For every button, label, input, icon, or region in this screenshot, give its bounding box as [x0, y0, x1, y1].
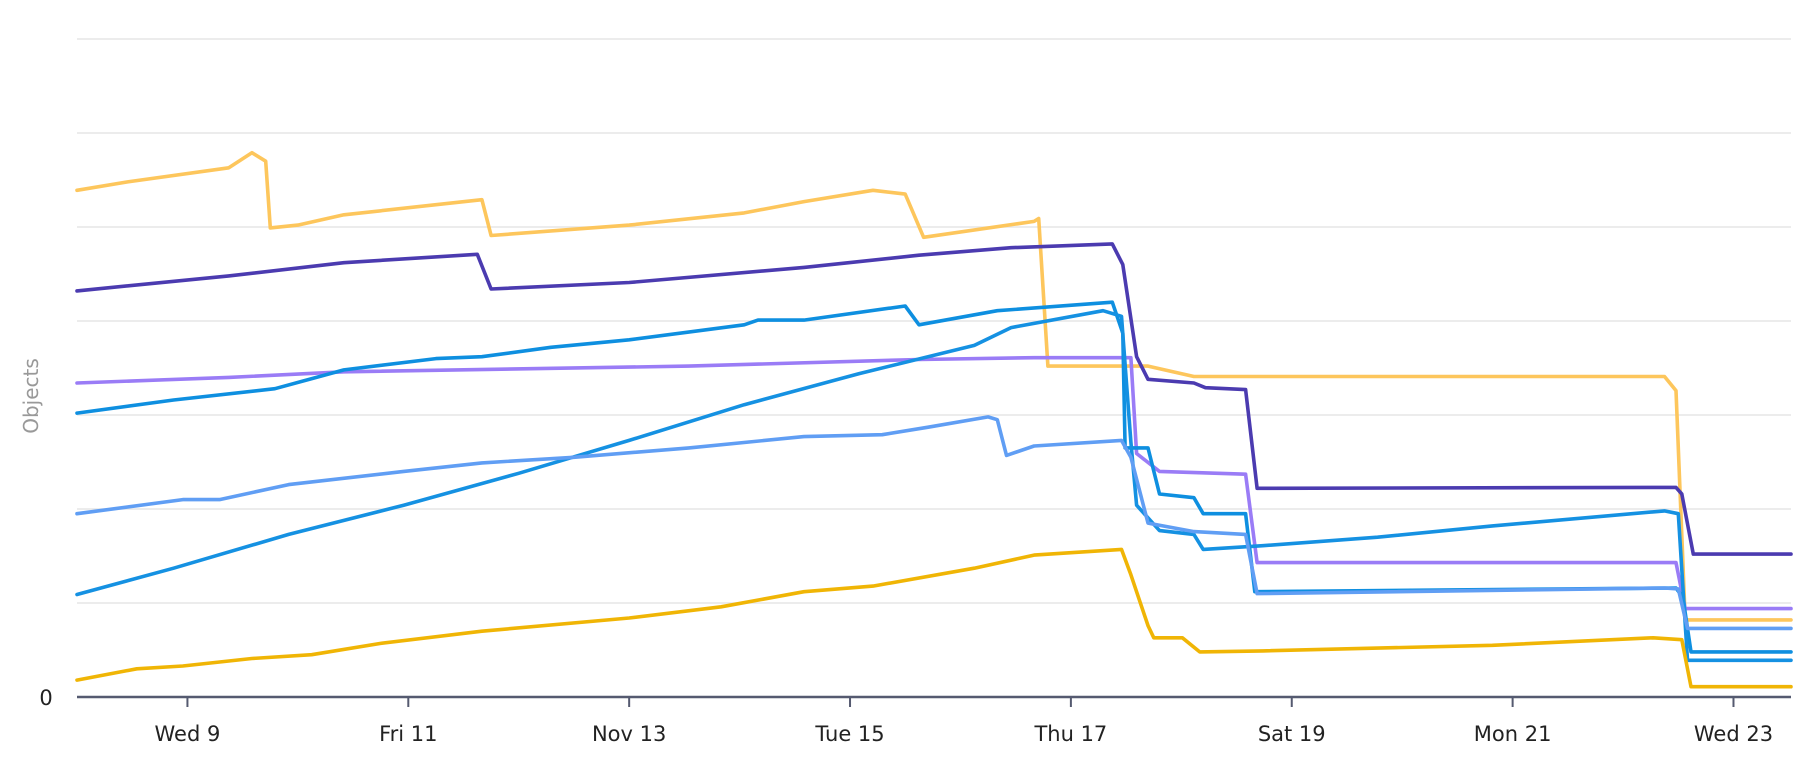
series-line-1	[75, 150, 1793, 622]
gridlines	[77, 38, 1791, 604]
x-tick-label: Thu 17	[1033, 722, 1107, 746]
series-lines	[75, 150, 1793, 689]
y-tick-label: 0	[39, 686, 52, 710]
x-tick-label: Wed 23	[1694, 722, 1773, 746]
series-line-7	[75, 547, 1793, 689]
x-tick-label: Sat 19	[1258, 722, 1326, 746]
x-axis-ticks: Wed 9 Fri 11 Nov 13 Tue 15 Thu 17 Sat 19 Mon 2…	[155, 697, 1773, 746]
series-line-6	[75, 415, 1793, 631]
x-tick-label: Wed 9	[155, 722, 221, 746]
x-tick-label: Mon 21	[1474, 722, 1552, 746]
x-tick-label: Fri 11	[379, 722, 437, 746]
series-line-3	[75, 355, 1793, 611]
x-tick-label: Tue 15	[814, 722, 884, 746]
y-axis-title: Objects	[19, 358, 43, 434]
series-line-5	[75, 308, 1793, 663]
series-line-2	[75, 242, 1793, 556]
x-tick-label: Nov 13	[592, 722, 666, 746]
